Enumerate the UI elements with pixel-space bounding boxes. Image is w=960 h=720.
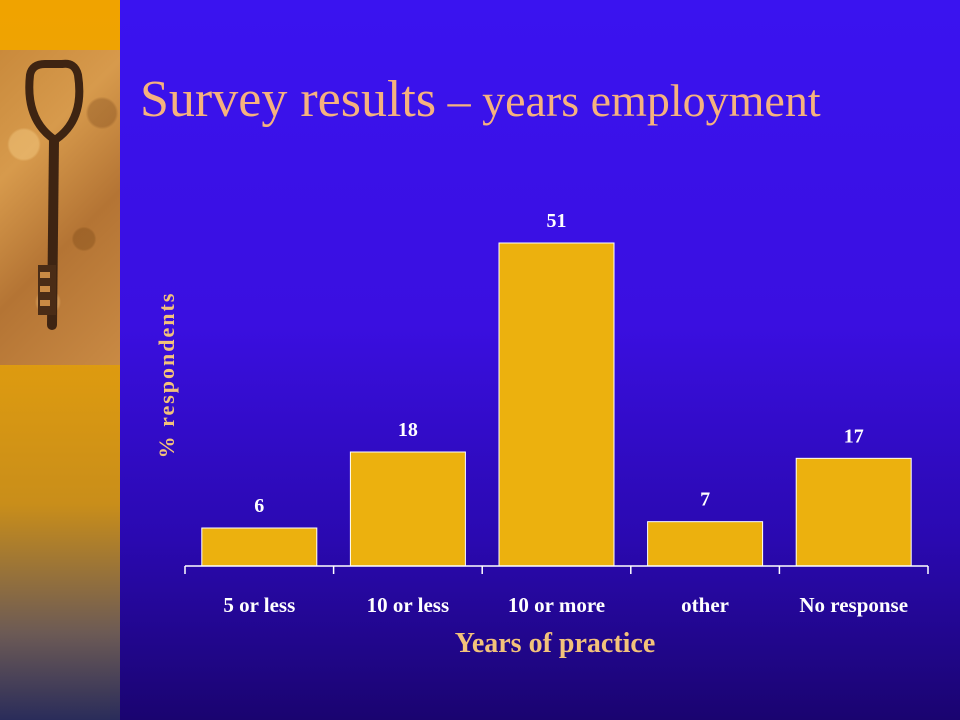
data-label: 6: [254, 495, 264, 517]
tick-label: other: [681, 593, 729, 617]
bars-group: [201, 242, 912, 567]
key-photo: [0, 50, 120, 365]
tick-label: 10 or less: [367, 593, 449, 617]
bar: [201, 527, 318, 567]
tick-label: 5 or less: [223, 593, 295, 617]
title-sub: – years employment: [436, 75, 821, 126]
labels-group: 6 5 or less 18 10 or less 51 10 or more 7 other…: [223, 210, 908, 617]
x-axis-label: Years of practice: [454, 628, 656, 659]
data-label: 51: [547, 210, 567, 232]
x-axis: [184, 565, 929, 574]
tick-label: No response: [799, 593, 908, 617]
tick-label: 10 or more: [508, 593, 605, 617]
bar: [498, 242, 615, 567]
slide-title: Survey results – years employment: [140, 70, 940, 131]
data-label: 17: [844, 425, 864, 447]
y-axis-label: % respondents: [154, 291, 179, 459]
data-label: 18: [398, 419, 418, 441]
data-label: 7: [700, 489, 710, 511]
title-main: Survey results: [140, 71, 437, 128]
bar: [795, 457, 912, 567]
bar: [349, 451, 466, 567]
bar: [647, 521, 764, 567]
key-icon: [25, 59, 84, 330]
